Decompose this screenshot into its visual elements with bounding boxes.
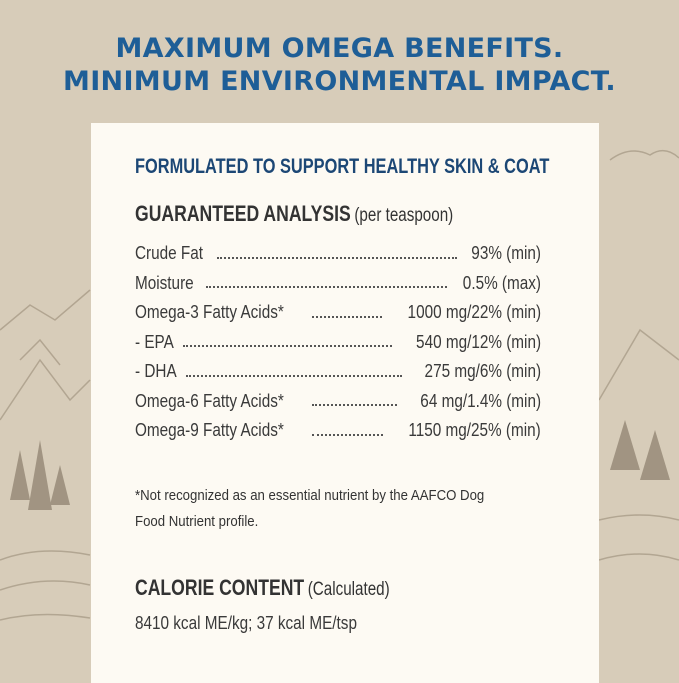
calorie-content-heading: CALORIE CONTENT (Calculated)	[135, 575, 390, 601]
analysis-row: Moisture 0.5% (max)	[135, 269, 541, 299]
row-label: Omega-9 Fatty Acids*	[135, 420, 284, 441]
card-subtitle: FORMULATED TO SUPPORT HEALTHY SKIN & COA…	[135, 155, 550, 178]
row-value: 64 mg/1.4% (min)	[420, 390, 541, 411]
calorie-value: 8410 kcal ME/kg; 37 kcal ME/tsp	[135, 613, 357, 633]
footnote: *Not recognized as an essential nutrient…	[135, 487, 485, 530]
analysis-row: Crude Fat 93% (min)	[135, 239, 541, 269]
row-label: Moisture	[135, 272, 194, 293]
analysis-row: - EPA 540 mg/12% (min)	[135, 328, 541, 358]
row-value: 0.5% (max)	[462, 272, 541, 293]
calorie-qualifier: (Calculated)	[307, 579, 390, 600]
row-value: 1000 mg/22% (min)	[407, 302, 541, 323]
row-label: - DHA	[135, 361, 177, 382]
headline: MAXIMUM OMEGA BENEFITS. MINIMUM ENVIRONM…	[0, 32, 679, 98]
calorie-title: CALORIE CONTENT	[135, 575, 305, 600]
analysis-table: Crude Fat 93% (min) Moisture 0.5% (max) Om…	[135, 239, 541, 446]
row-label: Crude Fat	[135, 243, 204, 264]
guaranteed-analysis-heading: GUARANTEED ANALYSIS (per teaspoon)	[135, 201, 453, 227]
analysis-row: - DHA 275 mg/6% (min)	[135, 357, 541, 387]
row-label: Omega-3 Fatty Acids*	[135, 302, 284, 323]
row-value: 275 mg/6% (min)	[424, 361, 541, 382]
row-value: 93% (min)	[471, 243, 541, 264]
analysis-row: Omega-6 Fatty Acids* 64 mg/1.4% (min)	[135, 387, 541, 417]
analysis-card: FORMULATED TO SUPPORT HEALTHY SKIN & COA…	[91, 123, 599, 683]
row-label: - EPA	[135, 331, 174, 352]
analysis-row: Omega-3 Fatty Acids* 1000 mg/22% (min)	[135, 298, 541, 328]
row-value: 1150 mg/25% (min)	[408, 420, 541, 441]
analysis-qualifier: (per teaspoon)	[354, 205, 454, 226]
row-label: Omega-6 Fatty Acids*	[135, 390, 284, 411]
row-value: 540 mg/12% (min)	[415, 331, 541, 352]
analysis-row: Omega-9 Fatty Acids* 1150 mg/25% (min)	[135, 416, 541, 446]
headline-line-1: MAXIMUM OMEGA BENEFITS.	[115, 33, 564, 64]
headline-line-2: MINIMUM ENVIRONMENTAL IMPACT.	[63, 66, 616, 97]
analysis-title: GUARANTEED ANALYSIS	[135, 201, 351, 226]
